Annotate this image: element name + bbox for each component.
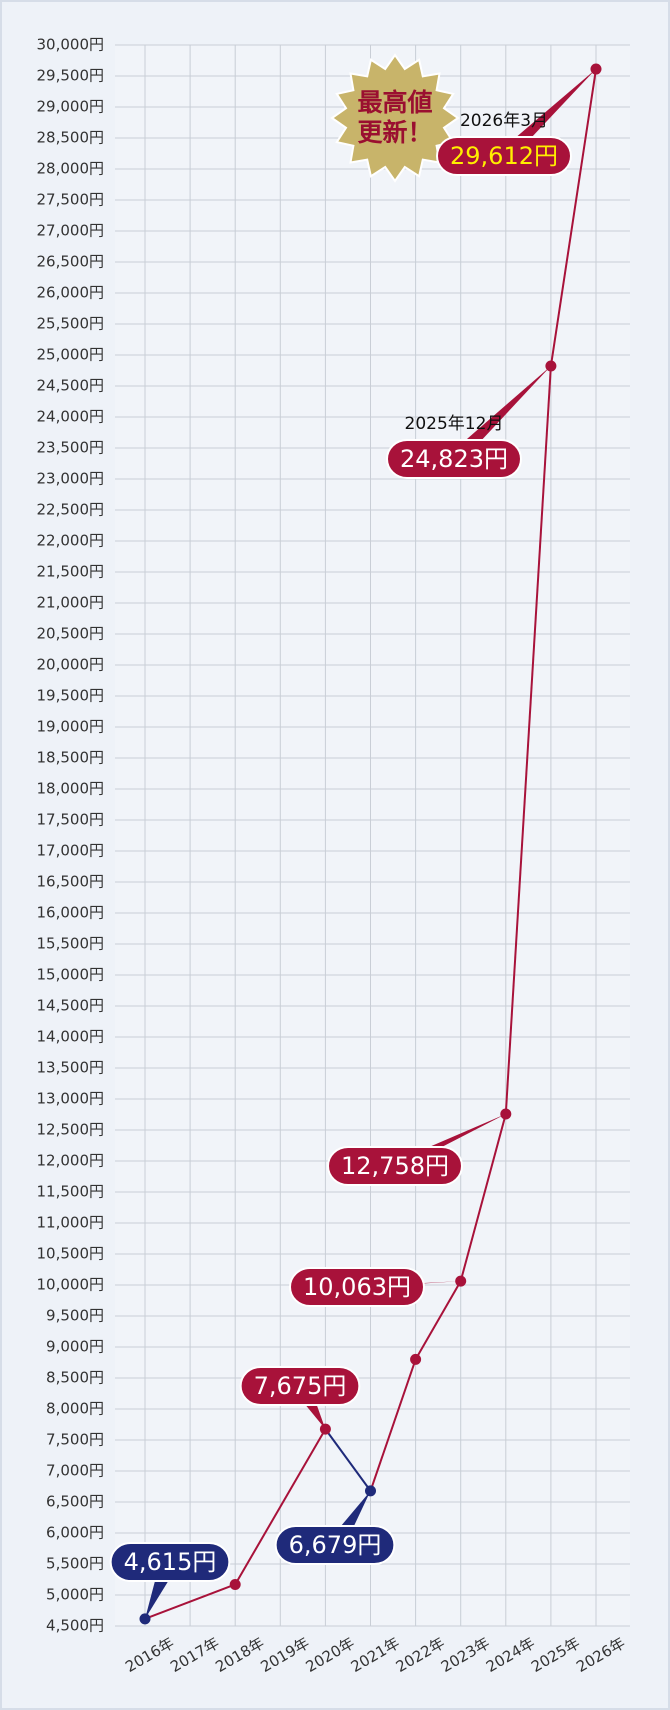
y-tick-label: 21,500円 xyxy=(37,563,105,581)
y-tick-label: 17,500円 xyxy=(37,811,105,829)
y-tick-label: 4,500円 xyxy=(46,1617,104,1635)
y-tick-label: 12,500円 xyxy=(37,1121,105,1139)
y-tick-label: 19,500円 xyxy=(37,687,105,705)
line-segment xyxy=(549,68,597,367)
data-label: 29,612円 xyxy=(450,142,558,170)
y-tick-label: 25,500円 xyxy=(37,315,105,333)
badge-text: 更新！ xyxy=(357,118,432,147)
annotation: 2025年12月 xyxy=(405,414,504,434)
y-tick-label: 10,500円 xyxy=(37,1245,105,1263)
y-tick-label: 11,500円 xyxy=(37,1183,105,1201)
y-tick-label: 29,000円 xyxy=(37,98,105,116)
callout-pointer xyxy=(444,365,551,459)
data-point xyxy=(410,1353,422,1365)
y-tick-label: 21,000円 xyxy=(37,594,105,612)
y-tick-label: 15,000円 xyxy=(37,966,105,984)
y-tick-label: 22,500円 xyxy=(37,501,105,519)
y-tick-label: 16,500円 xyxy=(37,873,105,891)
y-tick-label: 26,000円 xyxy=(37,284,105,302)
data-label: 12,758円 xyxy=(341,1152,449,1180)
data-label: 24,823円 xyxy=(400,445,508,473)
y-tick-label: 28,500円 xyxy=(37,129,105,147)
y-tick-label: 16,000円 xyxy=(37,904,105,922)
callout-pointer xyxy=(385,1114,506,1166)
data-point xyxy=(229,1578,241,1590)
y-tick-label: 18,000円 xyxy=(37,780,105,798)
y-tick-label: 24,500円 xyxy=(37,377,105,395)
y-tick-label: 5,000円 xyxy=(46,1586,104,1604)
y-tick-label: 7,500円 xyxy=(46,1431,104,1449)
y-tick-label: 20,000円 xyxy=(37,656,105,674)
annotation: 2026年3月 xyxy=(460,111,548,131)
callout-box xyxy=(436,136,572,176)
y-tick-label: 17,000円 xyxy=(37,842,105,860)
y-tick-label: 24,000円 xyxy=(37,408,105,426)
y-tick-label: 19,000円 xyxy=(37,718,105,736)
badge-star xyxy=(330,53,460,183)
callout-box xyxy=(386,439,522,479)
y-tick-label: 9,500円 xyxy=(46,1307,104,1325)
data-label: 7,675円 xyxy=(254,1372,347,1400)
y-tick-label: 30,000円 xyxy=(37,36,105,54)
y-tick-label: 13,500円 xyxy=(37,1059,105,1077)
callout-pointer xyxy=(145,1562,180,1619)
y-tick-label: 25,000円 xyxy=(37,346,105,364)
line-segment xyxy=(324,1428,372,1492)
plot-area xyxy=(115,45,630,1626)
y-tick-label: 27,500円 xyxy=(37,191,105,209)
y-tick-label: 27,000円 xyxy=(37,222,105,240)
line-segment xyxy=(414,1280,462,1360)
y-tick-label: 6,000円 xyxy=(46,1524,104,1542)
y-tick-label: 29,500円 xyxy=(37,67,105,85)
line-segment xyxy=(504,365,552,1115)
data-label: 6,679円 xyxy=(289,1531,382,1559)
y-tick-label: 26,500円 xyxy=(37,253,105,271)
callout-pointer xyxy=(494,69,596,156)
y-tick-label: 22,000円 xyxy=(37,532,105,550)
line-segment xyxy=(234,1428,327,1585)
y-tick-label: 7,000円 xyxy=(46,1462,104,1480)
y-tick-label: 9,000円 xyxy=(46,1338,104,1356)
callout-pointer xyxy=(325,1490,371,1545)
y-tick-label: 18,500円 xyxy=(37,749,105,767)
y-tick-label: 23,000円 xyxy=(37,470,105,488)
y-tick-label: 14,500円 xyxy=(37,997,105,1015)
y-tick-label: 8,500円 xyxy=(46,1369,104,1387)
line-segment xyxy=(144,1583,236,1620)
callout-box xyxy=(289,1267,425,1307)
y-tick-label: 13,000円 xyxy=(37,1090,105,1108)
y-tick-label: 8,000円 xyxy=(46,1400,104,1418)
callout-box xyxy=(327,1146,463,1186)
line-segment xyxy=(369,1359,417,1492)
line-segment xyxy=(459,1113,507,1282)
data-label: 4,615円 xyxy=(124,1548,217,1576)
y-tick-label: 6,500円 xyxy=(46,1493,104,1511)
y-tick-label: 15,500円 xyxy=(37,935,105,953)
y-tick-label: 11,000円 xyxy=(37,1214,105,1232)
y-tick-label: 5,500円 xyxy=(46,1555,104,1573)
badge-text: 最高値 xyxy=(357,88,432,117)
y-tick-label: 14,000円 xyxy=(37,1028,105,1046)
y-tick-label: 12,000円 xyxy=(37,1152,105,1170)
y-tick-label: 23,500円 xyxy=(37,439,105,457)
y-tick-label: 20,500円 xyxy=(37,625,105,643)
y-tick-label: 10,000円 xyxy=(37,1276,105,1294)
data-label: 10,063円 xyxy=(303,1273,411,1301)
y-tick-label: 28,000円 xyxy=(37,160,105,178)
callout-box xyxy=(109,1542,231,1582)
callout-box xyxy=(239,1366,361,1406)
line-series xyxy=(144,68,597,1620)
callout-box xyxy=(274,1525,396,1565)
